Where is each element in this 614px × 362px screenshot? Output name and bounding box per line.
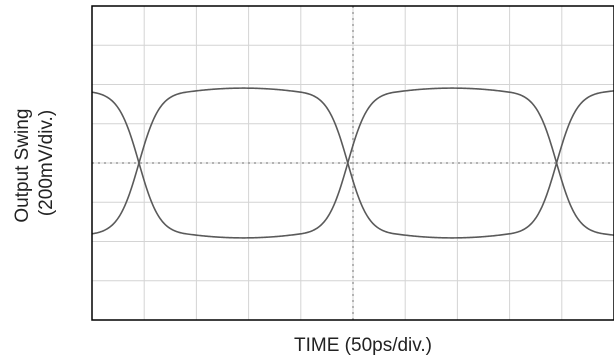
y-axis-label: Output Swing (200mV/div.) xyxy=(12,103,57,222)
x-axis-label: TIME (50ps/div.) xyxy=(294,335,432,356)
plot-frame xyxy=(91,5,614,321)
eye-trace-a xyxy=(92,87,614,239)
grid xyxy=(92,6,614,320)
eye-trace-b xyxy=(92,87,614,239)
y-axis-label-line2: (200mV/div.) xyxy=(36,110,57,216)
eye-traces xyxy=(92,87,614,239)
y-axis-label-line1: Output Swing xyxy=(12,109,33,223)
